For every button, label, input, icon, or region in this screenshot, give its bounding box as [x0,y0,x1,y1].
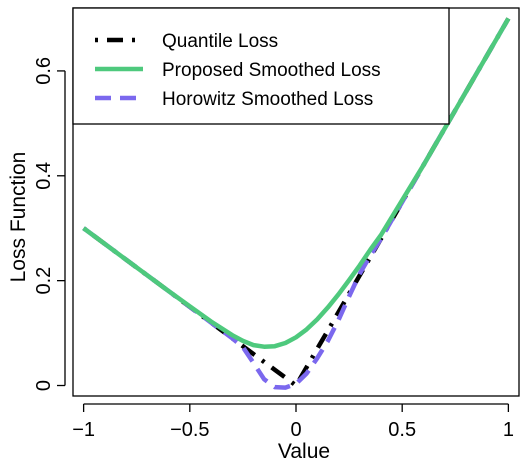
x-tick-label: −1 [72,419,95,441]
y-axis: 0 0.2 0.4 0.6 [33,57,66,391]
legend-box [72,7,450,125]
legend-label-proposed-smoothed-loss: Proposed Smoothed Loss [162,60,381,81]
y-tick-label: 0.6 [33,57,55,85]
y-axis-label: Loss Function [7,152,30,283]
x-axis-label: Value [278,440,330,463]
legend-label-horowitz-smoothed-loss: Horowitz Smoothed Loss [162,89,373,110]
x-tick-label: 0 [290,419,301,441]
series-line-horowitz-smoothed-loss [82,17,511,390]
x-tick-label: −0.5 [170,419,209,441]
y-tick-label: 0 [33,380,55,391]
x-tick-label: 0.5 [388,419,416,441]
y-tick-label: 0.2 [33,267,55,295]
series-line-proposed-smoothed-loss [82,17,511,349]
legend: Quantile Loss Proposed Smoothed Loss Horow… [72,7,450,125]
x-axis: −1 −0.5 0 0.5 1 [72,403,514,441]
series-layer [82,17,511,390]
x-tick-label: 1 [503,419,514,441]
legend-label-quantile-loss: Quantile Loss [162,31,278,52]
y-tick-label: 0.4 [33,162,55,190]
